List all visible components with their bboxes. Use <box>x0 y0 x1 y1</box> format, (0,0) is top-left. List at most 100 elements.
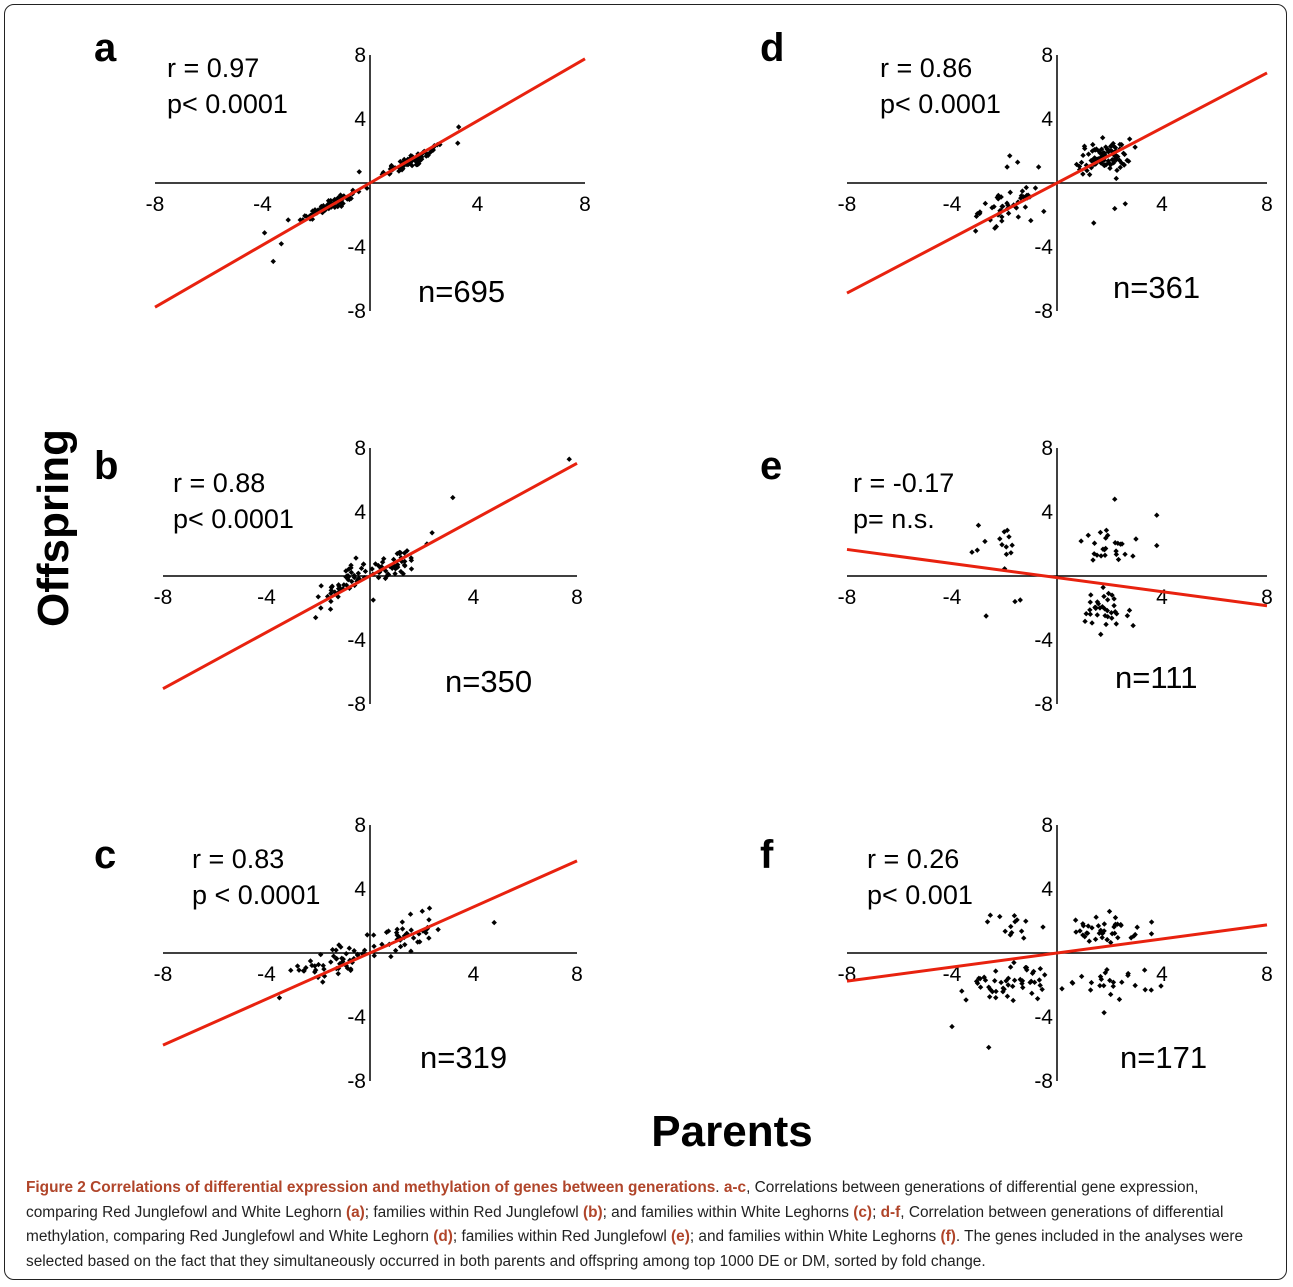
data-point <box>1112 609 1118 615</box>
x-tick-label: -8 <box>146 193 165 216</box>
x-axis-title: Parents <box>651 1107 812 1156</box>
data-point <box>1112 153 1119 159</box>
data-point <box>1130 553 1136 559</box>
y-tick-label: -4 <box>1034 629 1053 652</box>
data-point <box>1008 550 1014 556</box>
data-point <box>1115 556 1122 563</box>
data-point <box>975 522 982 529</box>
caption-ref: (d) <box>433 1228 453 1245</box>
data-point <box>382 568 389 574</box>
data-point <box>1078 159 1085 166</box>
data-point <box>1092 604 1098 611</box>
data-point <box>1108 610 1115 616</box>
data-point <box>1091 147 1098 153</box>
data-point <box>435 926 441 933</box>
data-point <box>1011 977 1018 984</box>
x-tick-label: -8 <box>154 586 173 609</box>
data-point <box>1126 607 1133 614</box>
data-point <box>278 241 285 247</box>
caption-ref: (c) <box>853 1203 873 1221</box>
data-point <box>1091 220 1097 226</box>
data-point <box>423 153 429 159</box>
x-tick-label: 4 <box>472 193 484 216</box>
panel-e: -8 -4 4 8 8 4 -4 -8 e r = -0.17 p= n.s. n=111 <box>760 437 1273 716</box>
data-point <box>404 548 410 554</box>
y-tick-label: 8 <box>354 437 366 460</box>
panel-d: -8 -4 4 8 8 4 -4 -8 d r = 0.86 p< 0.0001 n=361 <box>760 26 1273 323</box>
data-point <box>1125 972 1131 979</box>
data-point <box>401 550 408 556</box>
data-point <box>1105 590 1112 597</box>
correlation-r: r = 0.83 <box>192 844 284 874</box>
data-point <box>1087 607 1093 613</box>
y-tick-label: -4 <box>1034 1006 1053 1029</box>
data-point <box>1085 532 1091 538</box>
x-tick-label: 8 <box>1261 586 1273 609</box>
data-point <box>993 994 999 1001</box>
data-point <box>1080 152 1086 159</box>
data-point <box>1097 605 1103 611</box>
data-point <box>987 986 993 993</box>
data-point <box>1106 908 1113 915</box>
data-point <box>1106 160 1112 166</box>
data-point <box>288 967 294 974</box>
data-point <box>339 955 345 961</box>
data-point <box>1100 584 1106 591</box>
data-point <box>296 967 302 973</box>
y-tick-label: 8 <box>1041 437 1053 460</box>
data-point <box>362 568 369 575</box>
data-point <box>329 947 336 953</box>
caption-text: ; <box>872 1203 881 1221</box>
data-point <box>1014 917 1020 923</box>
data-point <box>356 169 362 175</box>
data-point <box>1019 978 1026 984</box>
data-point <box>1099 603 1106 610</box>
data-point <box>1095 148 1102 154</box>
data-point <box>300 968 307 974</box>
data-point <box>1098 553 1104 559</box>
data-point <box>1018 195 1024 201</box>
data-point <box>1011 959 1017 966</box>
data-point <box>394 932 400 938</box>
data-point <box>1085 151 1092 157</box>
data-point <box>1109 615 1115 621</box>
data-point <box>981 974 987 980</box>
data-point <box>1101 1009 1107 1016</box>
data-point <box>408 555 414 561</box>
y-axis-title: Offspring <box>29 429 78 627</box>
data-point <box>396 549 403 556</box>
data-point <box>1117 164 1123 171</box>
data-point <box>1113 551 1120 558</box>
data-point <box>1112 496 1118 502</box>
data-point <box>1097 973 1104 980</box>
data-point <box>973 978 980 985</box>
data-point <box>1023 964 1030 971</box>
y-tick-label: 4 <box>1041 878 1053 901</box>
caption-text: ; and families within White Leghorns <box>602 1203 854 1221</box>
x-tick-label: 4 <box>1156 586 1168 609</box>
caption-text: ; families within Red Junglefowl <box>452 1228 672 1245</box>
data-point <box>1073 929 1079 935</box>
data-point <box>1003 551 1010 558</box>
data-point <box>1097 982 1103 989</box>
data-point <box>328 959 334 965</box>
data-point <box>321 966 327 972</box>
data-point <box>995 192 1002 199</box>
data-point <box>385 571 391 577</box>
data-point <box>1154 512 1160 518</box>
data-point <box>335 203 341 210</box>
data-point <box>388 953 394 960</box>
data-point <box>986 994 993 1000</box>
data-point <box>1010 997 1016 1004</box>
data-point <box>1133 536 1139 542</box>
p-value: p < 0.0001 <box>192 880 320 910</box>
regression-line <box>846 71 1268 295</box>
data-point <box>372 561 379 567</box>
data-point <box>1078 973 1085 980</box>
data-point <box>337 961 343 967</box>
data-point <box>1086 938 1092 944</box>
data-point <box>1023 184 1029 191</box>
data-point <box>1094 599 1101 605</box>
data-point <box>992 978 998 984</box>
data-point <box>1009 983 1016 990</box>
